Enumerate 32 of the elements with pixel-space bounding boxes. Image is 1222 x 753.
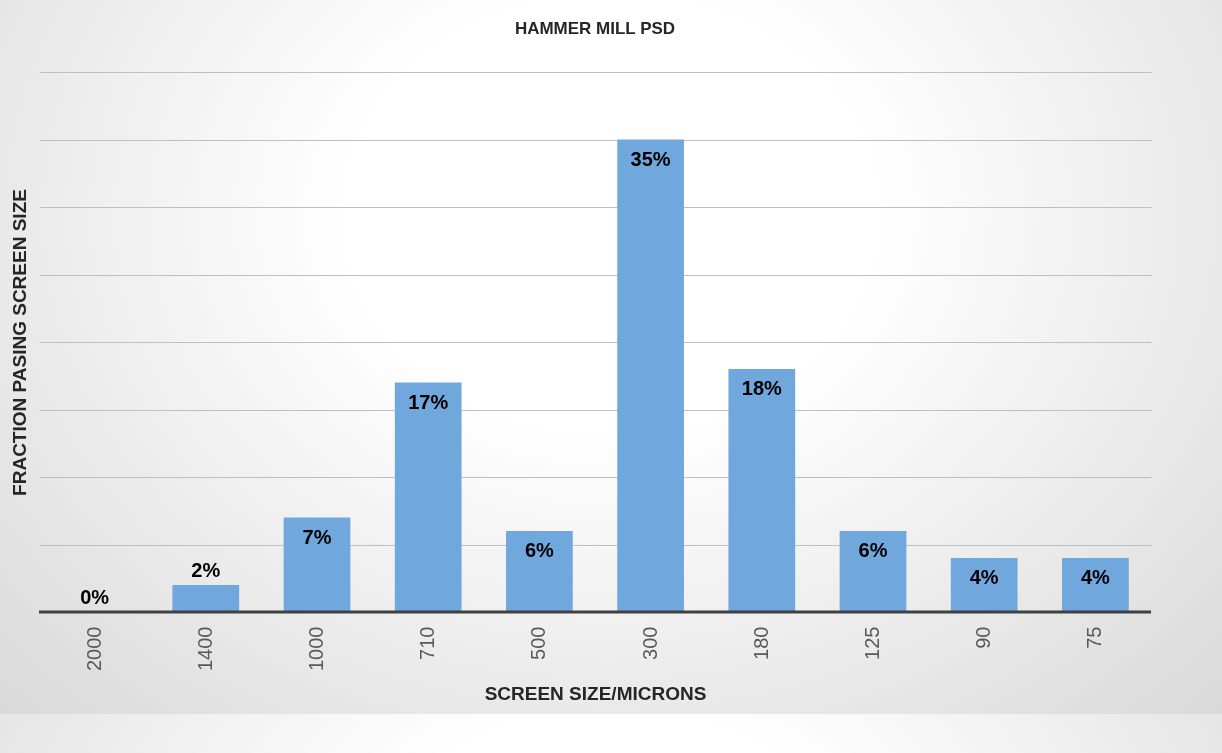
data-label: 35% <box>630 147 671 170</box>
x-axis-title: SCREEN SIZE/MICRONS <box>484 682 707 704</box>
bar <box>394 382 462 612</box>
chart-title: HAMMER MILL PSD <box>514 19 676 38</box>
bar <box>839 531 907 612</box>
x-tick-label: 300 <box>638 626 661 660</box>
x-tick-label: 125 <box>861 626 883 660</box>
data-label: 17% <box>408 390 449 413</box>
data-label: 7% <box>302 525 332 548</box>
x-tick-label: 500 <box>527 626 550 660</box>
x-tick-label: 180 <box>749 626 772 660</box>
x-tick-label: 1400 <box>193 626 216 671</box>
bar <box>283 517 351 612</box>
x-tick-label: 710 <box>416 626 439 660</box>
bar <box>728 369 796 612</box>
x-tick-label: 90 <box>972 626 995 649</box>
data-label: 4% <box>1080 566 1111 588</box>
data-label: 0% <box>80 586 110 608</box>
x-tick-label: 2000 <box>82 626 105 671</box>
bar <box>506 531 573 612</box>
data-label: 2% <box>191 559 221 581</box>
x-tick-label: 75 <box>1083 626 1106 649</box>
bar <box>172 585 240 612</box>
bar <box>1062 558 1129 612</box>
data-label: 4% <box>969 566 999 588</box>
data-label: 6% <box>858 539 888 561</box>
bar <box>617 139 684 612</box>
bar <box>950 558 1018 612</box>
y-axis-title: FRACTION PASING SCREEN SIZE <box>8 189 30 496</box>
x-tick-label: 1000 <box>305 626 327 671</box>
data-label: 6% <box>524 539 555 561</box>
data-label: 18% <box>741 377 783 399</box>
